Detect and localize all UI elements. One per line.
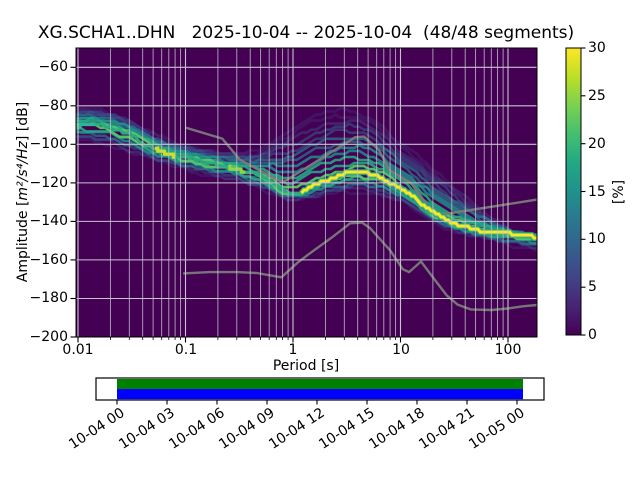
- colorbar-tick-label: 0: [588, 327, 597, 343]
- psd-mode-trace-left: [76, 122, 312, 195]
- y-tick-label: −80: [38, 98, 68, 114]
- y-tick-label: −160: [29, 252, 68, 268]
- x-tick-label: 100: [494, 342, 522, 358]
- x-tick-label: 0.01: [62, 342, 94, 358]
- y-tick-label: −60: [38, 59, 68, 75]
- timeline-coverage-green: [117, 379, 523, 389]
- plot-border: [75, 47, 538, 338]
- colorbar-gradient: [565, 47, 582, 336]
- figure-title: XG.SCHA1..DHN 2025-10-04 -- 2025-10-04 (…: [37, 23, 575, 43]
- colorbar-tick-label: 25: [588, 88, 606, 104]
- y-tick-label: −120: [29, 175, 68, 191]
- colorbar-tick-label: 15: [588, 184, 606, 200]
- y-tick-label: −200: [29, 329, 68, 345]
- x-axis-label: Period [s]: [272, 358, 340, 374]
- y-tick-label: −140: [29, 213, 68, 229]
- x-tick-label: 10: [392, 342, 410, 358]
- colorbar-label: [%]: [611, 179, 627, 205]
- colorbar-tick-label: 5: [588, 279, 597, 295]
- psd-mode-highlight: [76, 122, 96, 129]
- colorbar-tick-label: 30: [588, 40, 606, 56]
- psd-mode-highlight: [155, 146, 176, 159]
- y-tick-label: −180: [29, 290, 68, 306]
- colorbar-tick-label: 10: [588, 231, 606, 247]
- colorbar-tick-label: 20: [588, 136, 606, 152]
- timeline-border: [95, 377, 545, 401]
- y-tick-label: −100: [29, 136, 68, 152]
- x-tick-label: 1: [288, 342, 298, 358]
- timeline-coverage-blue: [117, 389, 523, 400]
- x-tick-label: 0.1: [174, 342, 198, 358]
